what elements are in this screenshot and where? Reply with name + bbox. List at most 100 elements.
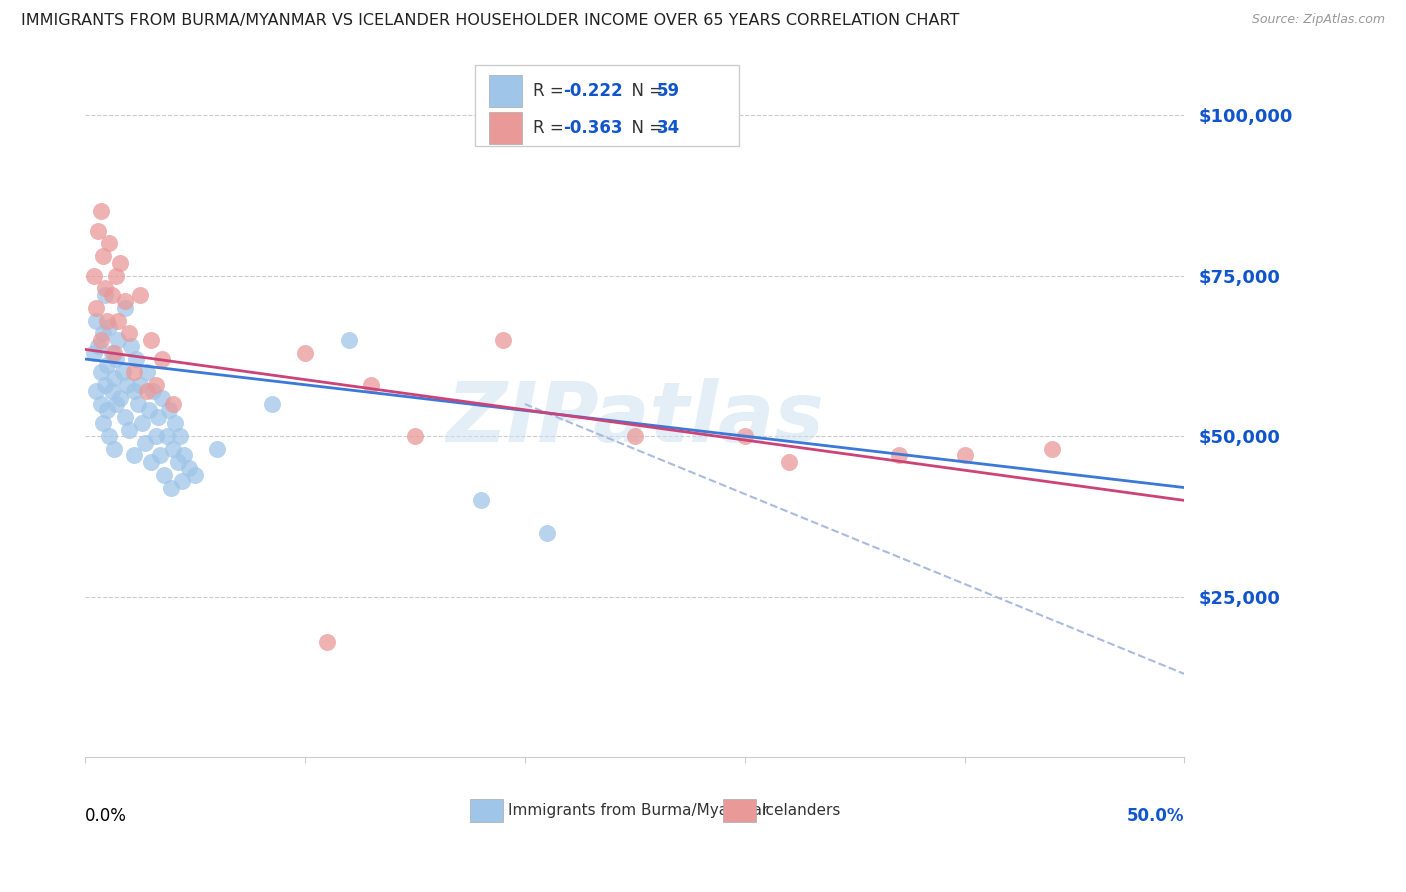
Point — [114, 301, 136, 315]
Point — [90, 333, 112, 347]
Point — [135, 365, 157, 379]
Point — [103, 442, 125, 456]
Point — [150, 391, 173, 405]
Point — [149, 449, 172, 463]
Point — [94, 377, 117, 392]
Text: -0.363: -0.363 — [564, 120, 623, 137]
Point — [162, 442, 184, 456]
Point — [162, 397, 184, 411]
Point — [122, 449, 145, 463]
Point — [105, 397, 128, 411]
Point — [96, 313, 118, 327]
Text: 34: 34 — [657, 120, 681, 137]
Point — [127, 397, 149, 411]
Point — [131, 417, 153, 431]
Point — [536, 525, 558, 540]
Point — [122, 365, 145, 379]
Point — [166, 455, 188, 469]
Point — [360, 377, 382, 392]
Point — [120, 339, 142, 353]
Point — [114, 294, 136, 309]
Point — [90, 397, 112, 411]
Text: -0.222: -0.222 — [564, 82, 623, 100]
Point — [150, 352, 173, 367]
Point — [96, 403, 118, 417]
Point — [103, 371, 125, 385]
Point — [90, 365, 112, 379]
Point — [173, 449, 195, 463]
Point — [105, 352, 128, 367]
Point — [156, 429, 179, 443]
Point — [157, 403, 180, 417]
Text: R =: R = — [533, 82, 568, 100]
Point — [337, 333, 360, 347]
Text: Icelanders: Icelanders — [761, 803, 841, 818]
Point — [160, 481, 183, 495]
Point — [94, 281, 117, 295]
Text: R =: R = — [533, 120, 568, 137]
Point — [90, 204, 112, 219]
Point — [262, 397, 284, 411]
Point — [134, 435, 156, 450]
Text: 59: 59 — [657, 82, 681, 100]
Point — [184, 467, 207, 482]
Point — [734, 429, 756, 443]
Point — [122, 384, 145, 399]
Bar — [723, 799, 755, 822]
Point — [118, 326, 141, 341]
Point — [404, 429, 426, 443]
Point — [100, 384, 122, 399]
Point — [107, 333, 129, 347]
Point — [623, 429, 645, 443]
Text: N =: N = — [620, 120, 668, 137]
Text: ZIPatlas: ZIPatlas — [446, 377, 824, 458]
Point — [100, 345, 122, 359]
Point — [103, 345, 125, 359]
Point — [153, 467, 176, 482]
Point — [135, 384, 157, 399]
Point — [177, 461, 200, 475]
Point — [83, 345, 105, 359]
Text: 0.0%: 0.0% — [86, 807, 127, 825]
Point — [91, 326, 114, 341]
Point — [115, 377, 138, 392]
Point — [105, 268, 128, 283]
FancyBboxPatch shape — [475, 65, 740, 146]
Bar — [489, 75, 522, 107]
Point — [98, 320, 121, 334]
Point — [470, 493, 492, 508]
Bar — [489, 112, 522, 145]
Point — [129, 377, 152, 392]
Point — [165, 417, 187, 431]
Bar — [470, 799, 503, 822]
Text: 50.0%: 50.0% — [1126, 807, 1184, 825]
Point — [953, 449, 976, 463]
Point — [141, 455, 163, 469]
Point — [98, 429, 121, 443]
Point — [110, 391, 132, 405]
Point — [84, 384, 107, 399]
Point — [98, 236, 121, 251]
Point — [170, 474, 193, 488]
Point — [100, 288, 122, 302]
Point — [118, 423, 141, 437]
Point — [91, 417, 114, 431]
Point — [84, 301, 107, 315]
Text: Immigrants from Burma/Myanmar: Immigrants from Burma/Myanmar — [509, 803, 769, 818]
Point — [778, 455, 800, 469]
Point — [107, 313, 129, 327]
Point — [316, 634, 339, 648]
Point — [294, 345, 316, 359]
Point — [138, 403, 160, 417]
Point — [1042, 442, 1064, 456]
Point — [114, 409, 136, 424]
Point — [205, 442, 228, 456]
Point — [129, 288, 152, 302]
Point — [141, 333, 163, 347]
Text: N =: N = — [620, 82, 668, 100]
Point — [94, 288, 117, 302]
Point — [887, 449, 910, 463]
Point — [145, 429, 167, 443]
Point — [111, 365, 134, 379]
Text: IMMIGRANTS FROM BURMA/MYANMAR VS ICELANDER HOUSEHOLDER INCOME OVER 65 YEARS CORR: IMMIGRANTS FROM BURMA/MYANMAR VS ICELAND… — [21, 13, 959, 29]
